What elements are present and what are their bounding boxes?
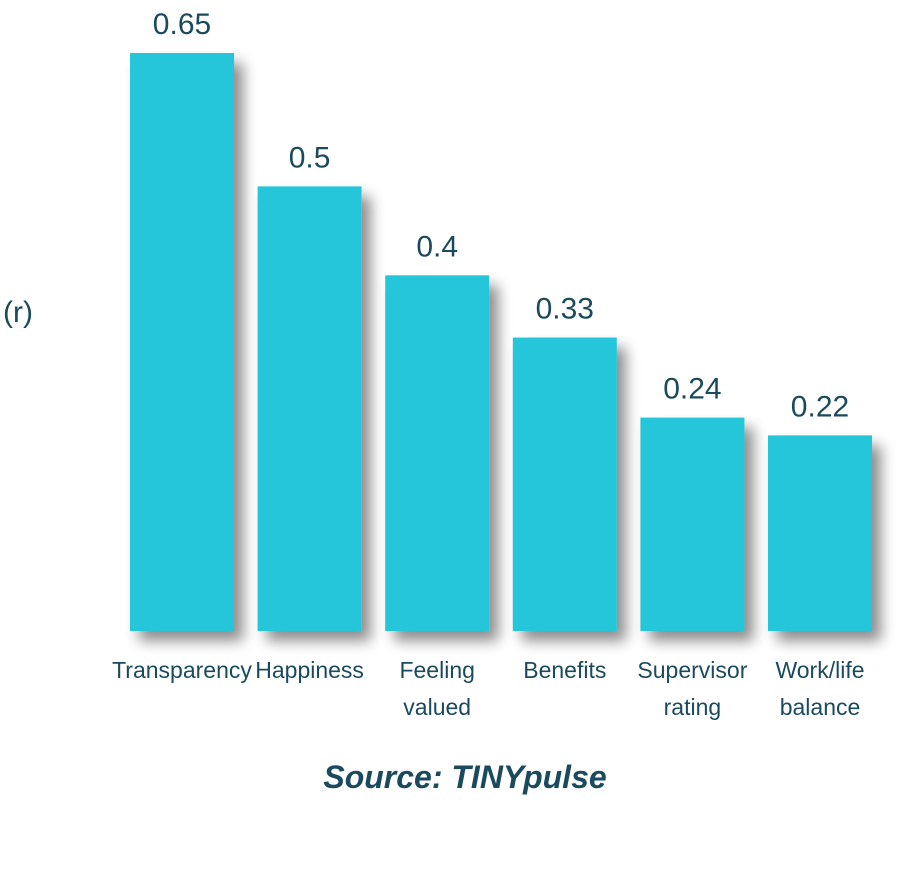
value-label-3: 0.33 xyxy=(536,293,594,326)
value-label-1: 0.5 xyxy=(289,141,331,174)
bars-layer xyxy=(130,53,872,631)
category-label-5-line-1: balance xyxy=(780,694,861,720)
labels-layer: 0.65 Transparency 0.5 Happiness 0.4 Feeling va… xyxy=(112,8,864,720)
bar-2 xyxy=(385,275,490,631)
y-axis-label: (r) xyxy=(3,296,33,329)
value-label-0: 0.65 xyxy=(153,8,211,41)
category-label-2-line-0: Feeling xyxy=(399,657,474,683)
value-label-4: 0.24 xyxy=(663,373,721,406)
category-label-0: Transparency xyxy=(112,657,252,683)
category-label-4-line-0: Supervisor xyxy=(637,657,747,683)
category-label-4-line-1: rating xyxy=(664,694,722,720)
category-label-5-line-0: Work/life xyxy=(775,657,864,683)
bar-1 xyxy=(257,186,362,631)
source-caption: Source: TINYpulse xyxy=(323,759,606,795)
value-label-5: 0.22 xyxy=(791,390,849,423)
bar-5 xyxy=(768,435,872,631)
bar-3 xyxy=(512,337,617,631)
value-label-2: 0.4 xyxy=(416,230,458,263)
category-label-1: Happiness xyxy=(255,657,364,683)
category-label-2-line-1: valued xyxy=(403,694,471,720)
category-label-3: Benefits xyxy=(523,657,606,683)
bar-0 xyxy=(130,53,234,631)
bar-4 xyxy=(640,417,745,631)
